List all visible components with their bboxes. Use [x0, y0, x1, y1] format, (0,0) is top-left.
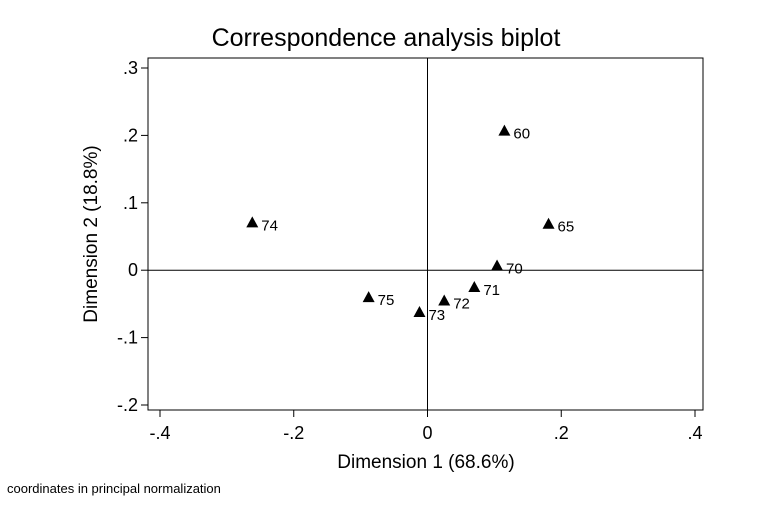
data-point-marker [246, 216, 259, 228]
data-point-marker [468, 281, 481, 293]
data-point-marker [413, 305, 426, 317]
data-point-label: 75 [378, 292, 395, 309]
data-point-label: 65 [558, 219, 575, 236]
plot-frame [147, 57, 704, 411]
footnote: coordinates in principal normalization [7, 481, 221, 496]
y-tick-label: .1 [123, 193, 138, 213]
data-point-label: 70 [506, 260, 523, 277]
y-tick-label: .2 [123, 125, 138, 145]
x-axis-title: Dimension 1 (68.6%) [337, 452, 514, 473]
x-tick-label: -.2 [283, 423, 304, 443]
data-point-marker [542, 217, 555, 229]
data-point-marker [498, 124, 511, 136]
y-tick-label: 0 [128, 260, 138, 280]
data-point-marker [438, 294, 451, 306]
chart-title: Correspondence analysis biplot [212, 24, 561, 52]
y-axis-title: Dimension 2 (18.8%) [81, 145, 102, 322]
y-tick-label: -.1 [117, 328, 138, 348]
data-point-label: 60 [513, 126, 530, 143]
y-axis: -.2 -.1 0 .1 .2 .3 [117, 58, 148, 415]
data-point-marker [362, 291, 375, 303]
data-point-marker [491, 259, 504, 271]
x-tick-label: 0 [422, 423, 432, 443]
x-tick-label: .2 [554, 423, 569, 443]
data-point-label: 74 [261, 217, 278, 234]
y-tick-label: -.2 [117, 395, 138, 415]
data-points: 60 65 70 71 72 73 74 75 [246, 124, 575, 324]
x-tick-label: .4 [687, 423, 702, 443]
x-axis: -.4 -.2 0 .2 .4 [149, 410, 703, 443]
data-point-label: 73 [428, 307, 445, 324]
data-point-label: 71 [483, 282, 500, 299]
y-tick-label: .3 [123, 58, 138, 78]
data-point-label: 72 [453, 296, 470, 313]
x-tick-label: -.4 [149, 423, 170, 443]
